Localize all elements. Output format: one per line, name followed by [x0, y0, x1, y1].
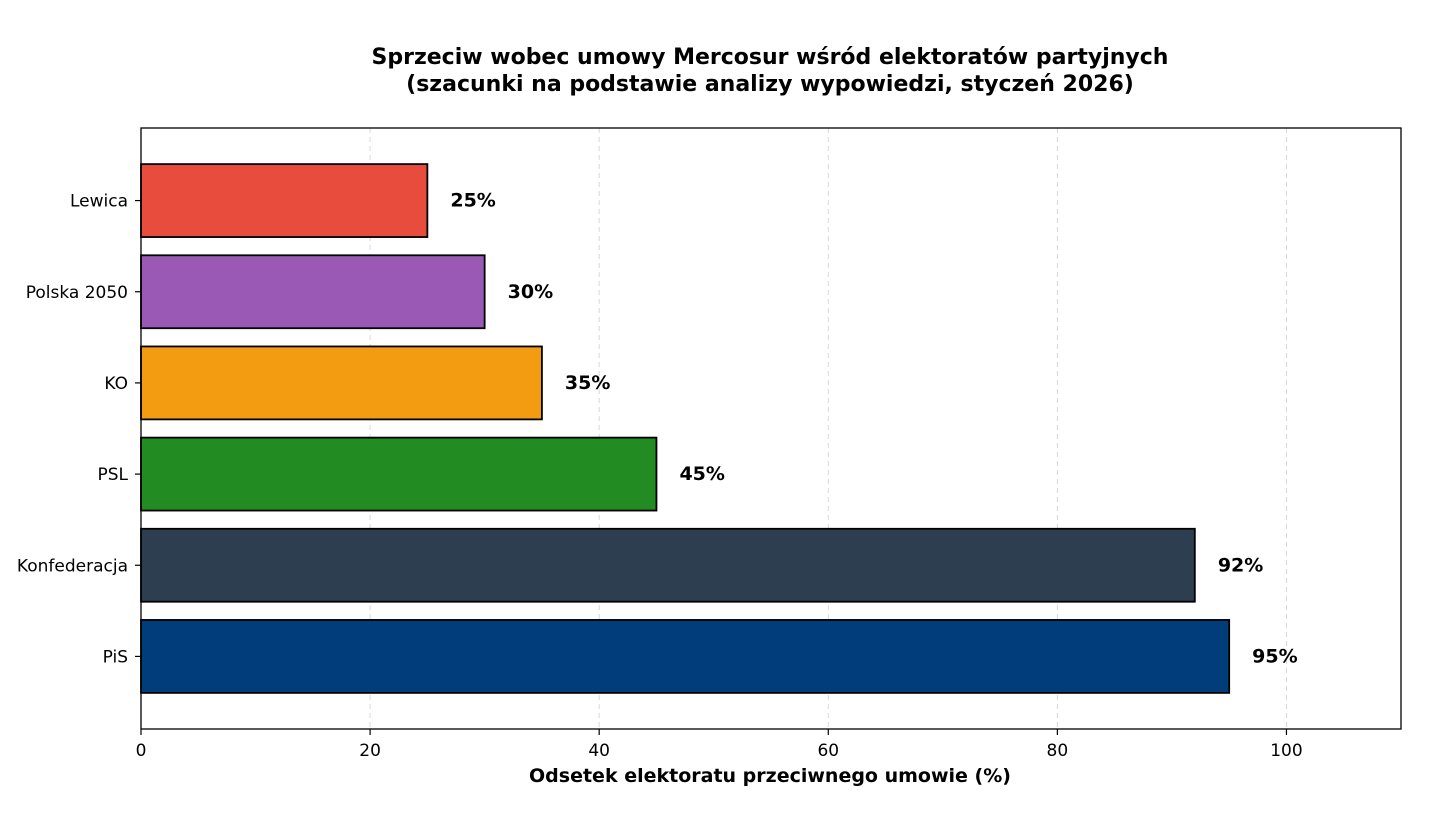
value-labels: 25% 30% 35% 45% 92% 95%: [450, 190, 1297, 668]
bar-polska-2050: [140, 254, 486, 330]
category-label: PSL: [97, 465, 128, 485]
value-label: 35%: [565, 372, 610, 394]
bar-pis: [140, 619, 1231, 694]
category-label: KO: [104, 374, 128, 394]
category-label: Konfederacja: [17, 556, 128, 576]
category-label: Lewica: [70, 192, 128, 212]
x-tick-label: 20: [359, 741, 381, 761]
plot-frame: [140, 127, 1402, 730]
bar-psl: [140, 436, 658, 512]
value-label: 95%: [1252, 645, 1297, 667]
x-axis-title: Odsetek elektoratu przeciwnego umowie (%…: [529, 765, 1011, 787]
x-axis-ticks: 0 20 40 60 80 100: [136, 729, 1303, 761]
chart-title-line-1: Sprzeciw wobec umowy Mercosur wśród elek…: [372, 45, 1169, 70]
value-label: 25%: [450, 190, 495, 212]
value-label: 45%: [679, 463, 724, 485]
category-label: PiS: [103, 647, 128, 667]
bar-konfederacja: [140, 527, 1196, 603]
value-label: 30%: [508, 281, 553, 303]
x-tick-label: 100: [1270, 741, 1302, 761]
x-tick-label: 40: [588, 741, 610, 761]
bars: [140, 163, 1231, 694]
bar-lewica: [140, 163, 429, 238]
x-tick-label: 80: [1047, 741, 1069, 761]
chart-title-line-2: (szacunki na podstawie analizy wypowiedz…: [406, 72, 1134, 97]
category-labels: Lewica Polska 2050 KO PSL Konfederacja PiS: [17, 192, 141, 667]
category-label: Polska 2050: [26, 283, 128, 303]
x-tick-label: 60: [817, 741, 839, 761]
bar-ko: [140, 345, 543, 421]
x-tick-label: 0: [136, 741, 147, 761]
value-label: 92%: [1218, 554, 1263, 576]
